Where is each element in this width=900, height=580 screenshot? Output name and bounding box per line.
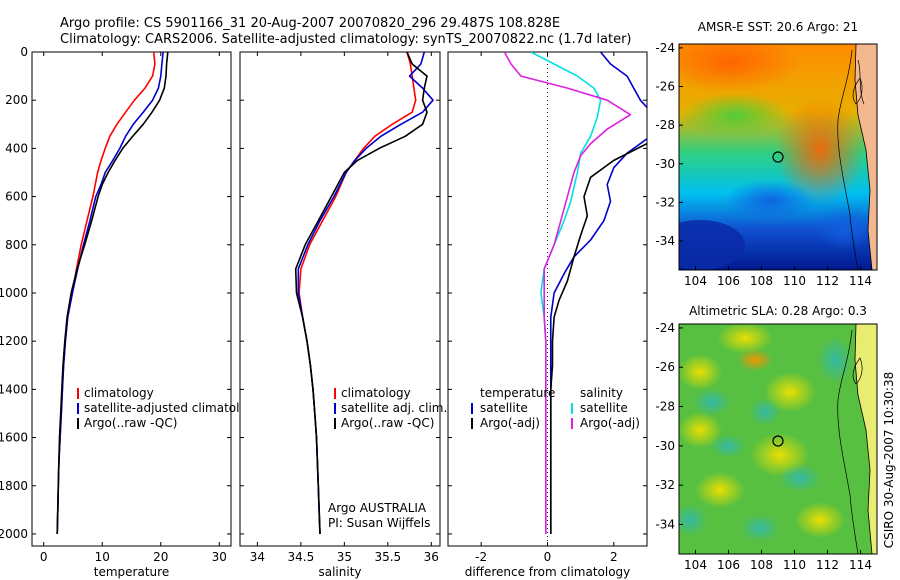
x-tick-label: 0 [544,550,552,564]
map-x-tick-label: 106 [717,558,740,572]
map-x-tick-label: 108 [750,274,773,288]
map-x-tick-label: 112 [816,274,839,288]
y-tick-label: 2000 [0,527,28,541]
x-tick-label: 36 [424,550,439,564]
map-x-tick-label: 114 [849,274,872,288]
legend-label: Argo(-adj) [580,416,640,430]
legend-label: Argo(..raw -QC) [84,416,177,430]
map-y-tick-label: -34 [655,518,675,532]
map-y-tick-label: -30 [655,439,675,453]
legend-label: satellite-adjusted climatology [84,401,262,415]
plot-frame [447,51,648,547]
legend-label: climatology [341,386,411,400]
sla-argo-marker [772,435,784,447]
map-x-tick-label: 104 [684,274,707,288]
x-tick-label: 30 [212,550,227,564]
series-line-argo-raw-qc [294,52,428,535]
map-x-tick-label: 108 [750,558,773,572]
legend-group-title: salinity [580,386,623,400]
panel-annotation: PI: Susan Wijffels [328,516,430,530]
legend-label: Argo(-adj) [480,416,540,430]
panel-annotation: Argo AUSTRALIA [328,501,427,515]
map-y-tick-label: -24 [655,321,675,335]
sla-map-panel: Altimetric SLA: 0.28 Argo: 0.3 104 106 108… [655,304,878,572]
sla-map-field [679,324,877,554]
plot-frame [31,51,232,547]
y-tick-label: 400 [5,141,28,155]
map-x-tick-label: 106 [717,274,740,288]
y-tick-label: 200 [5,93,28,107]
temperature-panel: 0 10 20 30 0 200 400 600 800 1000 1200 1400 1600 1800… [0,45,262,579]
y-tick-label: 1400 [0,382,28,396]
x-tick-label: 35.5 [374,550,401,564]
legend-label: Argo(..raw -QC) [341,416,434,430]
legend-label: satellite [480,401,528,415]
x-tick-label: 2 [610,550,618,564]
figure-header-line2: Climatology: CARS2006. Satellite-adjuste… [60,32,632,47]
sst-map-axes: 104 106 108 110 112 114 -24 -26 -28 -30 -32 -34 [655,41,872,288]
sst-map-panel: AMSR-E SST: 20.6 Argo: 21 104 106 108 110 11… [655,20,878,288]
x-tick-label: 10 [95,550,110,564]
x-axis-label: difference from climatology [465,565,631,579]
y-tick-label: 600 [5,190,28,204]
map-y-tick-label: -30 [655,157,675,171]
map-x-tick-label: 112 [816,558,839,572]
map-y-tick-label: -32 [655,195,675,209]
y-tick-label: 1600 [0,431,28,445]
series-line-temperature-satellite [599,52,647,108]
x-tick-label: 35 [337,550,352,564]
legend-label: climatology [84,386,154,400]
side-timestamp-label: CSIRO 30-Aug-2007 10:30:38 [882,372,896,548]
salinity-panel: 34 34.5 35 35.5 36 salinity climatologysatelli… [239,51,447,579]
map-y-tick-label: -26 [655,360,675,374]
x-tick-label: 34.5 [288,550,315,564]
map-y-tick-label: -28 [655,400,675,414]
legend-label: satellite adj. clim. [341,401,447,415]
x-tick-label: -2 [475,550,487,564]
map-y-tick-label: -32 [655,478,675,492]
map-x-tick-label: 114 [849,558,872,572]
sla-map-axes: 104 106 108 110 112 114 -24 -26 -28 -30 -32 -34 [655,321,872,572]
map-x-tick-label: 104 [684,558,707,572]
y-tick-label: 800 [5,238,28,252]
sst-map-field [679,44,877,270]
legend-label: satellite [580,401,628,415]
legend-group-title: temperature [480,386,555,400]
series-line-argo-raw-qc [56,52,169,535]
series-line-temperature-argo-adj [549,142,647,534]
map-y-tick-label: -26 [655,79,675,93]
x-axis-label: salinity [318,565,361,579]
map-x-tick-label: 110 [783,558,806,572]
plot-frame [239,51,441,547]
map-y-tick-label: -34 [655,234,675,248]
series-line-salinity-argo-adj [503,52,632,534]
sst-argo-marker [772,151,784,163]
map-x-tick-label: 110 [783,274,806,288]
x-tick-label: 0 [40,550,48,564]
figure-header-line1: Argo profile: CS 5901166_31 20-Aug-2007 … [60,16,560,31]
y-tick-label: 1800 [0,479,28,493]
sst-map-title: AMSR-E SST: 20.6 Argo: 21 [698,20,858,34]
x-tick-label: 20 [153,550,168,564]
map-y-tick-label: -24 [655,41,675,55]
sla-map-title: Altimetric SLA: 0.28 Argo: 0.3 [689,304,867,318]
y-tick-label: 1000 [0,286,28,300]
x-axis-label: temperature [94,565,169,579]
map-y-tick-label: -28 [655,118,675,132]
x-tick-label: 34 [250,550,265,564]
y-tick-label: 1200 [0,334,28,348]
y-tick-label: 0 [20,45,28,59]
